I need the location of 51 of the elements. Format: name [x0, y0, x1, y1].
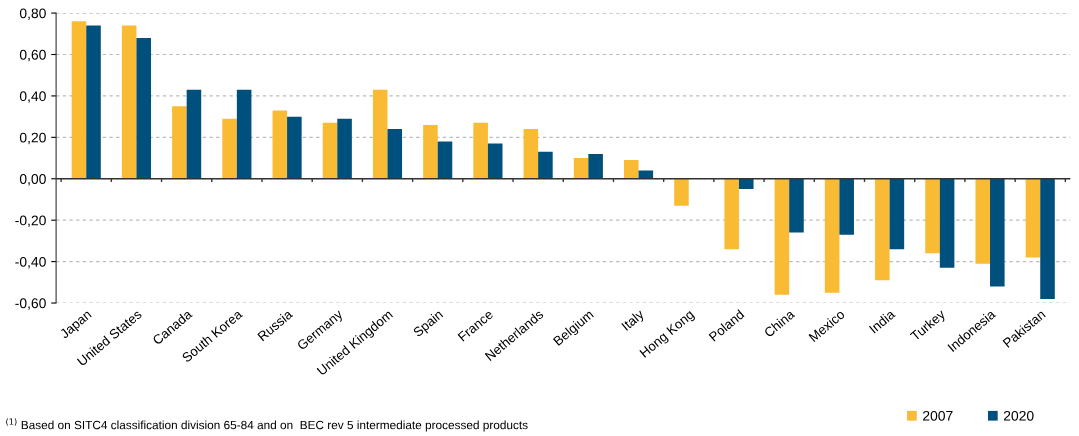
bar: [423, 124, 438, 179]
y-tick-label: -0,40: [15, 256, 46, 269]
bar: [71, 21, 87, 179]
bar: [939, 178, 955, 268]
bar: [588, 153, 603, 179]
bar: [322, 122, 338, 179]
bar: [774, 178, 790, 295]
bar: [121, 25, 137, 179]
y-tick-label: 0,00: [19, 174, 46, 186]
bar: [674, 178, 689, 206]
bar: [990, 178, 1005, 287]
bar: [889, 178, 905, 250]
bar: [86, 25, 101, 179]
bar: [1025, 178, 1041, 258]
bar: [337, 118, 352, 179]
bar: [1040, 178, 1055, 299]
bar: [437, 141, 453, 179]
bar: [538, 151, 553, 179]
text: $^{(1)}$ Based on SITC4 classification division 65-84 and on BEC rev 5 intermediate processed products: [6, 418, 528, 432]
bar: [186, 89, 202, 179]
bar: [236, 89, 252, 179]
bar: [789, 178, 804, 233]
bar: [925, 178, 940, 254]
bar: [473, 122, 488, 179]
bar: [487, 143, 503, 179]
bar: [372, 89, 388, 179]
y-tick-label: 0,60: [19, 49, 46, 62]
y-tick-label: -0,60: [15, 298, 46, 310]
bar: [875, 178, 890, 281]
y-tick-label: 0,20: [19, 132, 46, 145]
bar: [824, 178, 840, 293]
bar: [222, 118, 237, 179]
bar: [287, 116, 302, 179]
x-tick-label: Italy: [620, 308, 647, 333]
bar: [272, 110, 288, 179]
bar: [387, 129, 403, 179]
y-tick-label: 0,80: [19, 8, 46, 20]
bar: [172, 106, 187, 179]
bar: [724, 178, 739, 250]
legend-label: 2007: [923, 410, 953, 421]
legend-label: 2020: [1003, 410, 1034, 421]
bar: [638, 170, 654, 179]
y-tick-label: 0,40: [19, 91, 46, 103]
x-tick-label: India: [868, 308, 896, 334]
bar: [523, 129, 539, 179]
y-tick-label: -0,20: [15, 215, 46, 227]
bar: [839, 178, 854, 235]
bar: [623, 160, 639, 179]
bar: [975, 178, 991, 264]
bar: [136, 37, 152, 179]
bar: [573, 158, 589, 179]
